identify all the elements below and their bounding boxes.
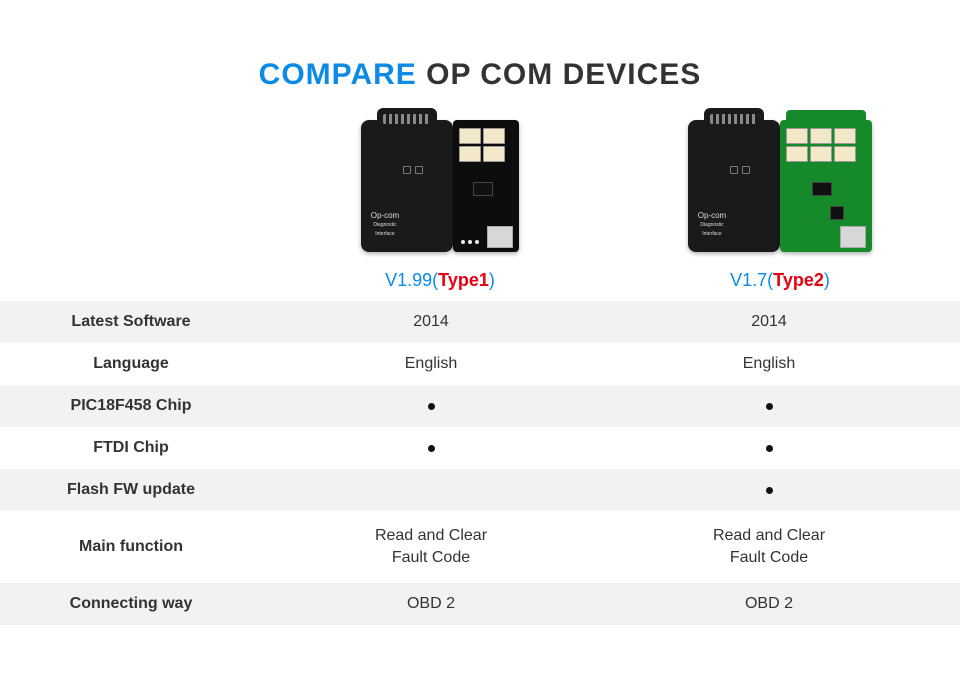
row-value xyxy=(262,385,600,427)
table-row: Flash FW update xyxy=(0,469,960,511)
device-image-type2: Op-comDiagnosticInterface xyxy=(688,120,872,260)
row-label: Connecting way xyxy=(0,583,262,625)
row-label: Main function xyxy=(0,511,262,583)
bullet-icon xyxy=(766,445,773,452)
product-header-row: Op-comDiagnosticInterface V1.99(Type1) O… xyxy=(0,120,960,291)
row-label: FTDI Chip xyxy=(0,427,262,469)
bullet-icon xyxy=(766,403,773,410)
table-row: Connecting wayOBD 2OBD 2 xyxy=(0,583,960,625)
row-value xyxy=(600,469,938,511)
bullet-icon xyxy=(428,445,435,452)
table-row: FTDI Chip xyxy=(0,427,960,469)
row-value xyxy=(262,427,600,469)
row-value xyxy=(600,427,938,469)
row-label: PIC18F458 Chip xyxy=(0,385,262,427)
bullet-icon xyxy=(428,403,435,410)
table-row: Latest Software20142014 xyxy=(0,301,960,343)
row-value: 2014 xyxy=(600,301,938,343)
device-image-type1: Op-comDiagnosticInterface xyxy=(361,120,519,260)
title-highlight: COMPARE xyxy=(259,58,417,91)
row-value: Read and ClearFault Code xyxy=(262,511,600,583)
page-title: COMPARE OP COM DEVICES xyxy=(0,0,960,120)
version-label-type1: V1.99(Type1) xyxy=(270,270,610,291)
row-value: OBD 2 xyxy=(262,583,600,625)
table-row: LanguageEnglishEnglish xyxy=(0,343,960,385)
row-value: English xyxy=(600,343,938,385)
product-type1: Op-comDiagnosticInterface V1.99(Type1) xyxy=(270,120,610,291)
row-label: Language xyxy=(0,343,262,385)
product-type2: Op-comDiagnosticInterface V1.7(Type2) xyxy=(610,120,950,291)
row-label: Latest Software xyxy=(0,301,262,343)
row-value xyxy=(600,385,938,427)
row-value: Read and ClearFault Code xyxy=(600,511,938,583)
comparison-table: Latest Software20142014LanguageEnglishEn… xyxy=(0,301,960,625)
table-row: PIC18F458 Chip xyxy=(0,385,960,427)
row-label: Flash FW update xyxy=(0,469,262,511)
row-value: 2014 xyxy=(262,301,600,343)
title-rest: OP COM DEVICES xyxy=(417,58,702,91)
bullet-icon xyxy=(766,487,773,494)
row-value xyxy=(262,469,600,511)
table-row: Main functionRead and ClearFault CodeRea… xyxy=(0,511,960,583)
row-value: English xyxy=(262,343,600,385)
version-label-type2: V1.7(Type2) xyxy=(610,270,950,291)
row-value: OBD 2 xyxy=(600,583,938,625)
